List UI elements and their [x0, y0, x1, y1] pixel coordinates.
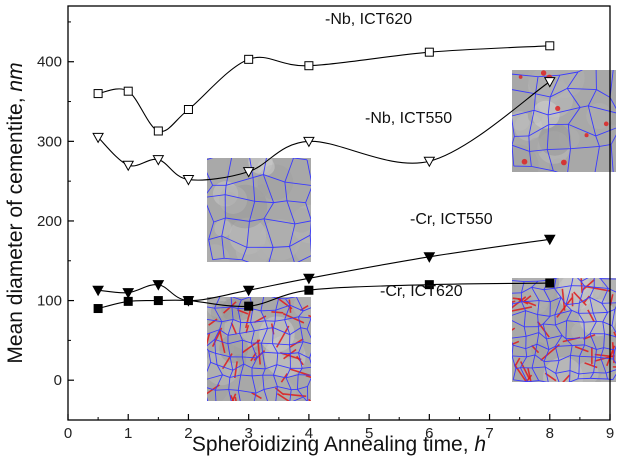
data-point	[244, 301, 254, 311]
x-tick-label: 3	[244, 425, 252, 442]
data-point	[543, 234, 556, 246]
micrograph-top-right	[512, 70, 616, 172]
series-label-2: -Cr, ICT550	[410, 211, 493, 228]
data-point	[242, 285, 255, 297]
data-point	[244, 54, 254, 64]
y-tick-label: 300	[37, 133, 62, 150]
y-tick-label: 0	[54, 372, 62, 389]
data-point	[93, 89, 103, 99]
x-tick-label: 5	[365, 425, 373, 442]
data-point	[123, 296, 133, 306]
data-point	[242, 167, 255, 178]
data-point	[122, 160, 135, 172]
data-point	[545, 41, 555, 51]
x-tick-label: 0	[64, 425, 72, 442]
data-point	[423, 156, 436, 168]
y-tick-label: 200	[37, 213, 62, 230]
data-point	[92, 132, 104, 144]
data-point	[304, 61, 314, 71]
inset-micrographs	[207, 70, 616, 401]
data-point	[423, 252, 436, 263]
y-tick-label: 400	[37, 54, 62, 71]
x-tick-label: 4	[305, 425, 313, 442]
series-label-3: -Cr, ICT620	[380, 283, 463, 300]
micrograph-bottom-left	[207, 297, 311, 401]
data-point	[93, 304, 103, 314]
data-point	[543, 77, 556, 88]
data-point	[182, 175, 195, 186]
data-point	[545, 278, 555, 288]
x-axis-label: Spheroidizing Annealing time, h	[192, 433, 486, 456]
data-point	[122, 288, 135, 299]
data-point	[153, 126, 163, 136]
x-axis-label-text: Spheroidizing Annealing time,	[192, 433, 475, 456]
y-axis-ticks: 0 100 200 300 400	[37, 21, 74, 389]
data-point	[153, 296, 163, 306]
series-curve-2	[98, 238, 550, 302]
data-point	[183, 296, 193, 306]
y-tick-label: 100	[37, 293, 62, 310]
data-point	[424, 47, 434, 57]
series-curve-3	[97, 282, 550, 310]
x-tick-label: 2	[184, 425, 192, 442]
x-tick-label: 8	[546, 425, 554, 442]
y-axis-label: Mean diameter of cementite, nm	[4, 62, 27, 363]
series-labels: -Nb, ICT620 -Nb, ICT550 -Cr, ICT550 -Cr, IC…	[325, 11, 493, 300]
data-point	[303, 136, 315, 148]
data-point	[183, 105, 193, 114]
x-axis-unit: h	[474, 433, 486, 456]
series-curve-0	[98, 45, 550, 132]
data-point	[424, 280, 434, 290]
micrograph-bottom-right	[512, 278, 616, 382]
fit-curves	[97, 45, 551, 310]
series-label-0: -Nb, ICT620	[325, 11, 412, 28]
x-tick-label: 6	[425, 425, 433, 442]
micrograph-middle	[207, 158, 311, 262]
series-curve-1	[97, 81, 551, 181]
data-point	[304, 285, 314, 295]
data-point	[152, 155, 165, 166]
x-axis-ticks: 0 1 2 3 4 5 6 7 8 9	[64, 414, 614, 442]
y-axis-unit: nm	[4, 62, 27, 91]
data-point	[92, 285, 104, 297]
data-point	[123, 86, 133, 96]
series-label-1: -Nb, ICT550	[365, 110, 452, 127]
x-tick-label: 1	[124, 425, 132, 442]
x-tick-label: 7	[485, 425, 493, 442]
y-axis-label-text: Mean diameter of cementite,	[4, 92, 27, 364]
x-tick-label: 9	[606, 425, 614, 442]
data-point	[152, 280, 165, 291]
data-markers	[92, 41, 556, 314]
data-point	[303, 273, 315, 285]
